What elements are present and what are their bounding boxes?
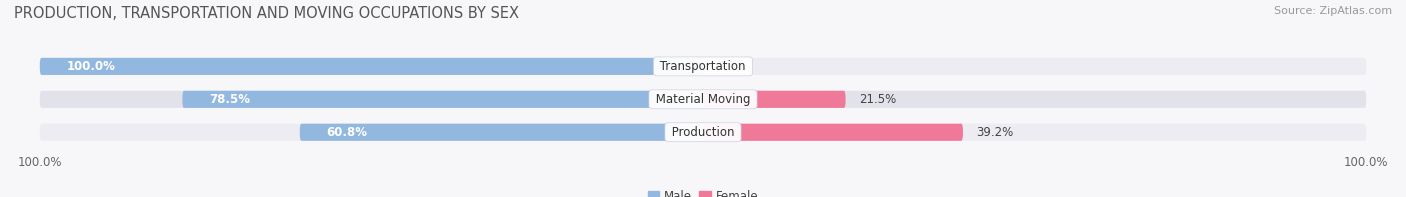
FancyBboxPatch shape bbox=[703, 124, 963, 141]
Text: Material Moving: Material Moving bbox=[652, 93, 754, 106]
Text: 78.5%: 78.5% bbox=[209, 93, 250, 106]
FancyBboxPatch shape bbox=[39, 58, 1367, 75]
Text: 60.8%: 60.8% bbox=[326, 126, 367, 139]
Text: Production: Production bbox=[668, 126, 738, 139]
FancyBboxPatch shape bbox=[39, 58, 703, 75]
FancyBboxPatch shape bbox=[703, 91, 845, 108]
Text: 0.0%: 0.0% bbox=[716, 60, 747, 73]
Text: 100.0%: 100.0% bbox=[66, 60, 115, 73]
FancyBboxPatch shape bbox=[39, 124, 1367, 141]
Text: 39.2%: 39.2% bbox=[976, 126, 1014, 139]
Text: PRODUCTION, TRANSPORTATION AND MOVING OCCUPATIONS BY SEX: PRODUCTION, TRANSPORTATION AND MOVING OC… bbox=[14, 6, 519, 21]
FancyBboxPatch shape bbox=[39, 91, 1367, 108]
FancyBboxPatch shape bbox=[183, 91, 703, 108]
Text: Transportation: Transportation bbox=[657, 60, 749, 73]
Text: Source: ZipAtlas.com: Source: ZipAtlas.com bbox=[1274, 6, 1392, 16]
Text: 21.5%: 21.5% bbox=[859, 93, 896, 106]
Legend: Male, Female: Male, Female bbox=[645, 187, 761, 197]
FancyBboxPatch shape bbox=[299, 124, 703, 141]
